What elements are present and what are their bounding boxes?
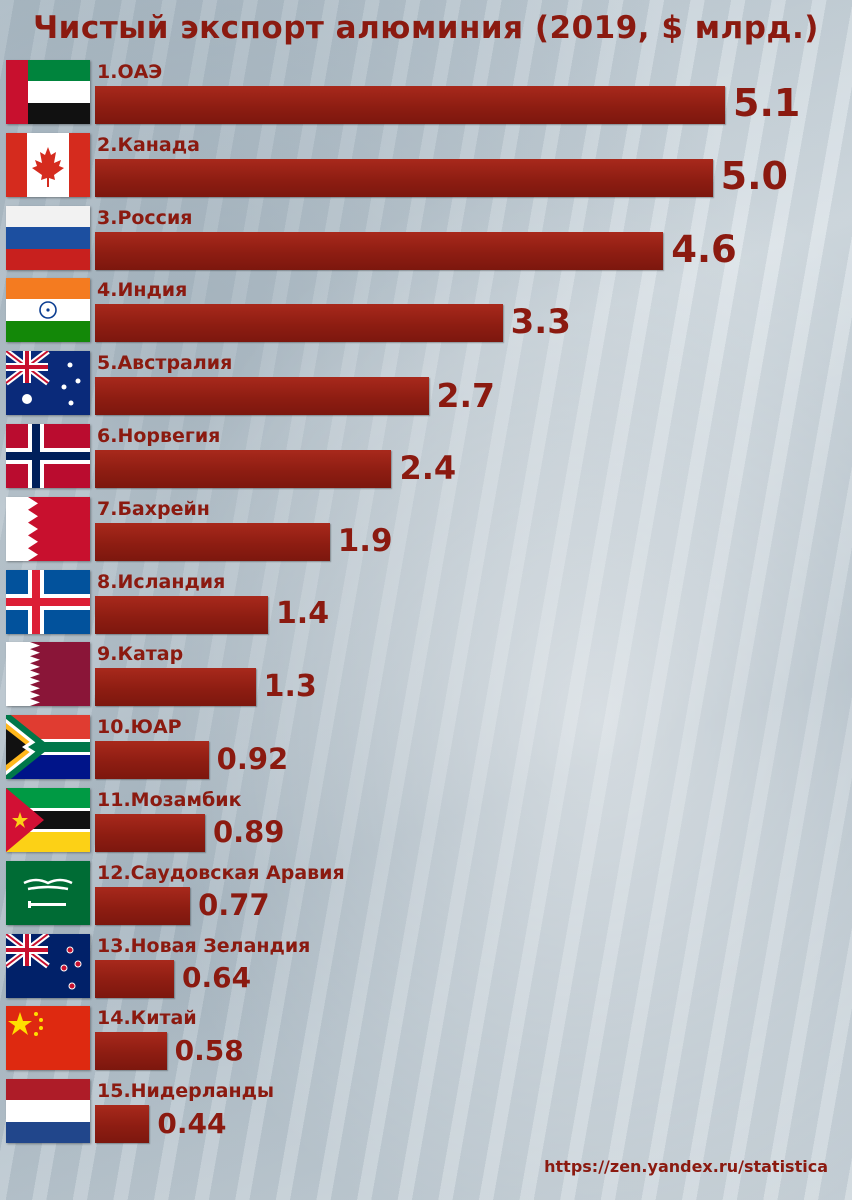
category-label: 1.ОАЭ	[97, 61, 163, 83]
bar	[95, 814, 205, 852]
bar	[95, 741, 209, 780]
bar	[95, 886, 191, 925]
value-label: 0.77	[198, 887, 270, 922]
china-flag-icon	[6, 1006, 90, 1071]
value-label: 5.1	[733, 81, 801, 126]
value-label: 5.0	[720, 154, 788, 199]
canada-flag-icon	[6, 132, 90, 197]
value-label: 2.4	[399, 449, 457, 488]
russia-flag-icon	[6, 205, 90, 270]
category-label: 10.ЮАР	[97, 716, 182, 739]
category-label: 12.Саудовская Аравия	[97, 861, 345, 884]
value-label: 0.89	[212, 815, 285, 850]
bahrain-flag-icon	[6, 496, 90, 561]
category-label: 11.Мозамбик	[97, 789, 242, 811]
iceland-flag-icon	[6, 569, 90, 634]
value-label: 2.7	[436, 375, 495, 415]
value-label: 0.64	[182, 961, 252, 995]
category-label: 8.Исландия	[97, 570, 226, 593]
category-label: 15.Нидерланды	[97, 1080, 275, 1103]
category-label: 4.Индия	[97, 279, 188, 302]
saudi-arabia-flag-icon	[6, 860, 90, 925]
category-label: 14.Китай	[97, 1007, 197, 1030]
category-label: 13.Новая Зеландия	[97, 934, 311, 957]
bar	[95, 158, 713, 197]
value-label: 0.58	[174, 1034, 244, 1068]
value-label: 0.92	[216, 742, 289, 777]
category-label: 3.Россия	[97, 206, 193, 229]
australia-flag-icon	[6, 351, 90, 416]
netherlands-flag-icon	[6, 1079, 90, 1144]
india-flag-icon	[6, 278, 90, 343]
category-label: 5.Австралия	[97, 352, 233, 375]
bar	[95, 522, 330, 561]
value-label: 1.3	[263, 668, 317, 704]
qatar-flag-icon	[6, 642, 90, 707]
bar	[95, 1032, 167, 1071]
category-label: 6.Норвегия	[97, 425, 221, 447]
norway-flag-icon	[6, 424, 90, 488]
bar	[95, 450, 392, 488]
south-africa-flag-icon	[6, 715, 90, 780]
source-link[interactable]: https://zen.yandex.ru/statistica	[544, 1157, 828, 1176]
new-zealand-flag-icon	[6, 933, 90, 998]
bar	[95, 86, 725, 124]
category-label: 2.Канада	[97, 133, 200, 156]
bar	[95, 595, 268, 634]
uae-flag-icon	[6, 60, 90, 124]
value-label: 3.3	[510, 302, 571, 343]
chart-title: Чистый экспорт алюминия (2019, $ млрд.)	[33, 10, 819, 46]
value-label: 1.4	[275, 596, 330, 631]
bar	[95, 668, 256, 707]
mozambique-flag-icon	[6, 788, 90, 852]
category-label: 7.Бахрейн	[97, 497, 210, 520]
value-label: 4.6	[671, 227, 737, 271]
bar	[95, 377, 429, 416]
bar	[95, 1105, 150, 1144]
value-label: 0.44	[157, 1106, 227, 1140]
value-label: 1.9	[337, 522, 393, 559]
bar	[95, 304, 503, 343]
bar	[95, 231, 664, 270]
category-label: 9.Катар	[97, 643, 184, 666]
bar	[95, 959, 175, 998]
